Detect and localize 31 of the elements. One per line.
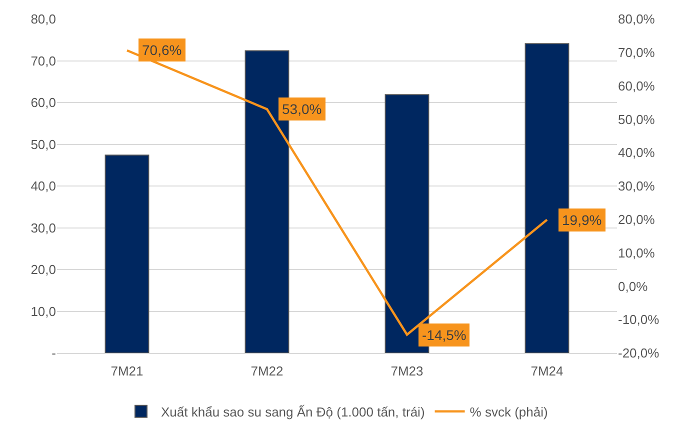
y2-tick-label: 70,0%: [618, 44, 656, 60]
data-label: 70,6%: [142, 42, 182, 58]
y-tick-label: 10,0: [30, 304, 56, 319]
y-tick-label: 50,0: [30, 136, 56, 152]
y2-tick-label: -10,0%: [618, 312, 660, 328]
y2-tick-label: 0,0%: [618, 278, 648, 294]
y-tick-label: 80,0: [30, 12, 56, 27]
y2-tick-label: -20,0%: [618, 346, 660, 361]
y-tick-label: 30,0: [30, 220, 56, 236]
y2-tick-label: 60,0%: [618, 78, 656, 94]
y2-tick-label: 10,0%: [618, 245, 656, 260]
legend-label: % svck (phải): [470, 404, 548, 420]
y2-tick-label: 20,0%: [618, 212, 656, 227]
y-tick-label: 40,0: [30, 178, 56, 194]
y-tick-label: -: [52, 346, 56, 361]
y-tick-label: 20,0: [30, 262, 56, 278]
y2-tick-label: 30,0%: [618, 178, 656, 194]
y-tick-label: 60,0: [30, 95, 56, 110]
x-tick-label: 7M23: [390, 364, 424, 379]
bar: [104, 154, 150, 353]
y2-tick-label: 40,0%: [618, 145, 656, 160]
y-tick-label: 70,0: [30, 53, 56, 68]
x-tick-label: 7M21: [110, 364, 144, 379]
x-tick-label: 7M24: [530, 364, 564, 379]
y2-tick-label: 80,0%: [618, 12, 656, 27]
x-tick-label: 7M22: [250, 364, 284, 379]
data-label: 19,9%: [562, 212, 602, 228]
data-label: -14,5%: [422, 327, 466, 343]
data-label: 53,0%: [282, 101, 322, 117]
y2-tick-label: 50,0%: [618, 112, 656, 127]
legend-label: Xuất khẩu sao su sang Ấn Độ (1.000 tấn, trái): [161, 404, 425, 420]
